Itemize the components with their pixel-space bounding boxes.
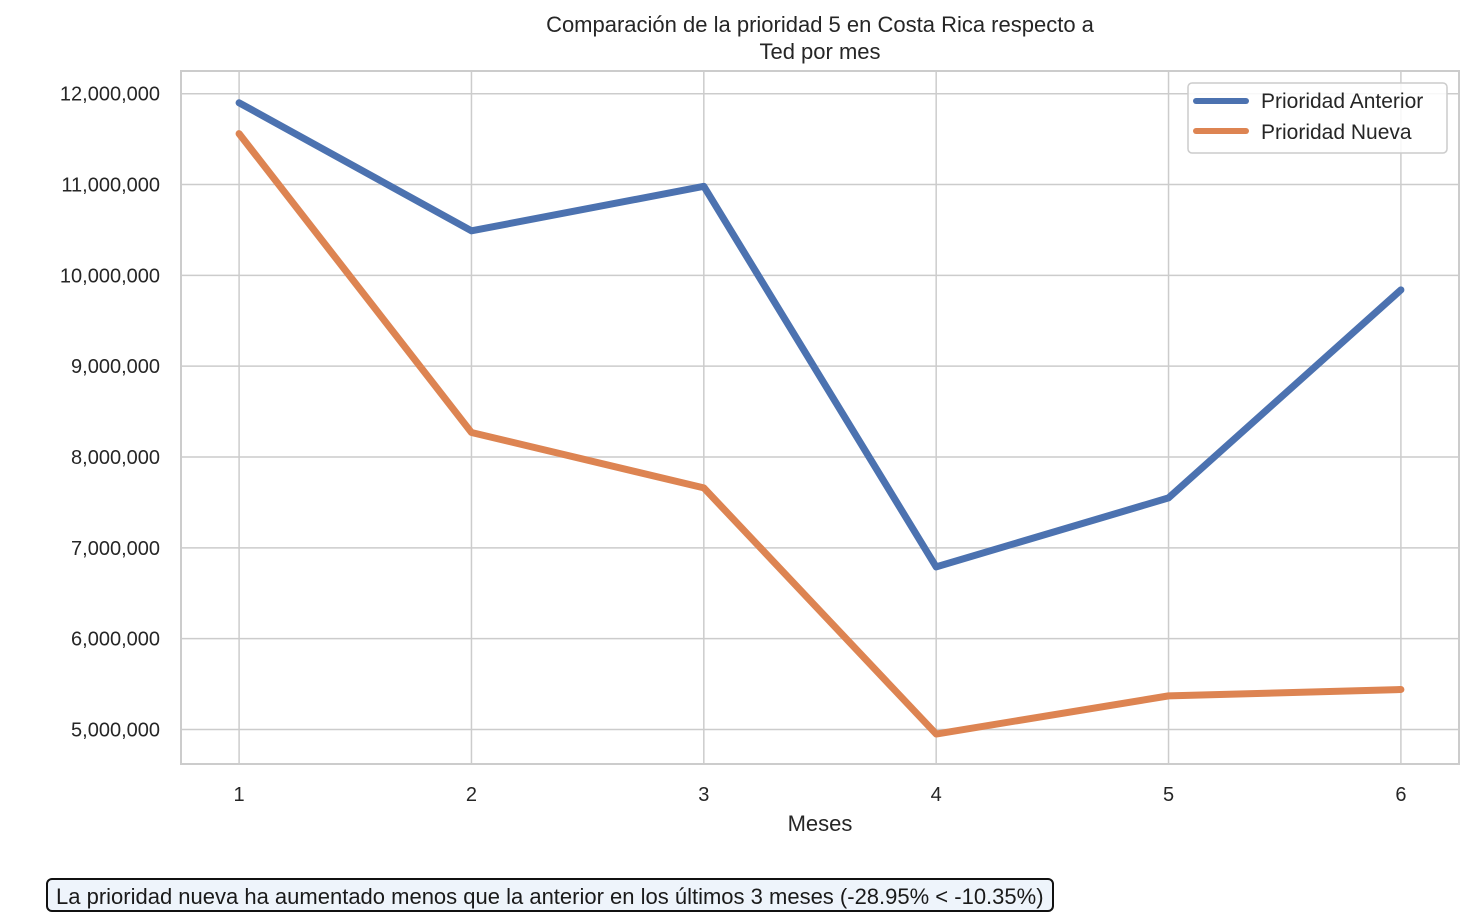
y-tick-label: 11,000,000 — [61, 175, 160, 197]
y-tick-label: 7,000,000 — [71, 538, 160, 560]
legend-label-anterior: Prioridad Anterior — [1261, 90, 1423, 113]
legend: Prioridad Anterior Prioridad Nueva — [1187, 82, 1448, 154]
y-tick-labels: 5,000,000 6,000,000 7,000,000 8,000,000 9,00… — [60, 84, 160, 742]
x-tick-label: 6 — [1395, 784, 1406, 806]
legend-label-nueva: Prioridad Nueva — [1261, 121, 1412, 144]
y-tick-label: 12,000,000 — [60, 84, 160, 106]
line-chart: 5,000,000 6,000,000 7,000,000 8,000,000 9,00… — [60, 12, 1460, 836]
x-tick-label: 3 — [698, 784, 709, 806]
x-tick-label: 2 — [466, 784, 477, 806]
x-tick-labels: 1 2 3 4 5 6 — [234, 784, 1407, 806]
plot-frame — [180, 70, 1460, 765]
y-tick-label: 5,000,000 — [71, 719, 160, 741]
legend-box — [1187, 82, 1448, 154]
x-tick-label: 4 — [931, 784, 942, 806]
series-lines — [235, 99, 1405, 738]
series-line-nueva — [235, 130, 1405, 738]
y-tick-label: 6,000,000 — [71, 629, 160, 651]
x-tick-label: 1 — [234, 784, 245, 806]
y-tick-label: 8,000,000 — [71, 447, 160, 469]
series-line-anterior — [235, 99, 1405, 571]
chart-title: Comparación de la prioridad 5 en Costa R… — [546, 12, 1095, 37]
chart-subtitle: Ted por mes — [759, 39, 880, 64]
y-tick-label: 9,000,000 — [71, 356, 160, 378]
y-tick-label: 10,000,000 — [60, 265, 160, 287]
summary-annotation: La prioridad nueva ha aumentado menos qu… — [46, 878, 1054, 912]
x-tick-label: 5 — [1163, 784, 1174, 806]
x-axis-label: Meses — [788, 811, 853, 836]
